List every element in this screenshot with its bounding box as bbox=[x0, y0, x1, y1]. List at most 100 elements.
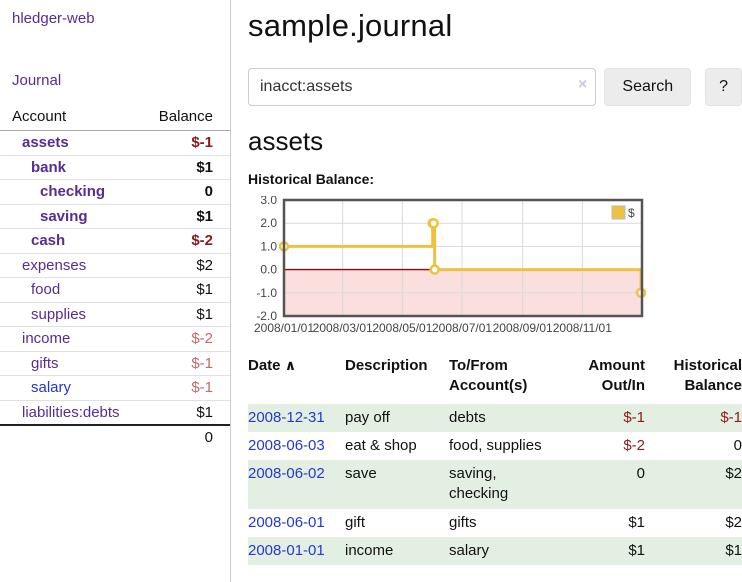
account-balance: 0 bbox=[204, 183, 213, 201]
account-link[interactable]: saving bbox=[40, 207, 88, 225]
account-link[interactable]: cash bbox=[31, 232, 66, 250]
sort-ascending-icon: ∧ bbox=[284, 357, 297, 373]
account-balance: $-1 bbox=[191, 379, 213, 397]
search-input[interactable] bbox=[248, 68, 597, 106]
x-axis-label: 2008/07/01 bbox=[432, 321, 492, 335]
x-axis-label: 2008/01/01 bbox=[254, 321, 314, 335]
account-link[interactable]: liabilities:debts bbox=[22, 403, 120, 421]
main-content: sample.journal × Search ? assets Histori… bbox=[231, 0, 742, 582]
amount-cell: $1 bbox=[557, 536, 645, 565]
account-row: food $1 bbox=[0, 278, 230, 303]
x-axis-label: 2008/03/01 bbox=[313, 321, 373, 335]
balance-cell: $1 bbox=[645, 536, 742, 565]
account-balance: $-1 bbox=[191, 134, 213, 152]
data-point bbox=[429, 264, 440, 275]
amount-cell: $-1 bbox=[557, 403, 645, 432]
balance-cell: $2 bbox=[645, 460, 742, 509]
account-link[interactable]: gifts bbox=[31, 354, 59, 372]
accounts-total-row: 0 bbox=[0, 424, 230, 446]
account-link[interactable]: checking bbox=[40, 183, 106, 201]
page-title: sample.journal bbox=[248, 8, 453, 43]
balance-cell: $-1 bbox=[645, 403, 742, 432]
accounts-rows: assets $-1 bank $1 checking 0 saving $1 cash $-2 e… bbox=[0, 131, 230, 425]
column-header-balance: Historical Balance bbox=[673, 357, 742, 395]
accounts-cell: food, supplies bbox=[449, 436, 542, 454]
account-row: supplies $1 bbox=[0, 303, 230, 327]
clear-search-icon[interactable]: × bbox=[578, 76, 588, 93]
account-row: expenses $2 bbox=[0, 254, 230, 278]
search-button[interactable]: Search bbox=[604, 68, 692, 106]
y-axis-label: 3.0 bbox=[260, 196, 277, 207]
balance-cell: 0 bbox=[733, 436, 742, 454]
account-row: saving $1 bbox=[0, 205, 230, 229]
column-header-accounts: To/From Account(s) bbox=[449, 357, 528, 395]
account-balance: $1 bbox=[196, 305, 213, 323]
y-axis-label: -1.0 bbox=[256, 286, 277, 300]
account-balance: $1 bbox=[196, 281, 213, 299]
transaction-date-link[interactable]: 2008-06-03 bbox=[248, 436, 325, 454]
legend-swatch bbox=[611, 205, 626, 220]
account-link[interactable]: income bbox=[22, 330, 71, 348]
sidebar: hledger-web Journal Account Balance asse… bbox=[0, 0, 231, 582]
register-row[interactable]: 2008-01-01 income salary $1 $1 bbox=[248, 536, 742, 565]
help-button[interactable]: ? bbox=[705, 68, 742, 106]
account-link[interactable]: supplies bbox=[31, 305, 87, 323]
x-axis-label: 2008/11/01 bbox=[553, 321, 612, 335]
register-table: Date ∧ Description To/From Account(s) Am… bbox=[248, 354, 742, 565]
description-cell: eat & shop bbox=[345, 436, 417, 454]
data-point bbox=[428, 217, 439, 229]
date-cell: 2008-06-01 bbox=[248, 509, 345, 537]
account-link[interactable]: salary bbox=[31, 379, 72, 397]
accounts-table: Account Balance assets $-1 bank $1 checking 0… bbox=[0, 108, 230, 446]
column-header-date[interactable]: Date ∧ bbox=[248, 357, 297, 374]
transaction-date-link[interactable]: 2008-12-31 bbox=[248, 408, 325, 426]
description-cell: save bbox=[345, 460, 449, 509]
x-axis-label: 2008/09/01 bbox=[493, 321, 553, 335]
balance-cell: $2 bbox=[725, 513, 742, 531]
accounts-header-balance: Balance bbox=[158, 108, 213, 125]
transaction-date-link[interactable]: 2008-06-02 bbox=[248, 465, 325, 482]
sidebar-item-journal[interactable]: Journal bbox=[12, 72, 62, 89]
y-axis-label: 0.0 bbox=[260, 263, 277, 277]
description-cell: gift bbox=[345, 513, 366, 531]
accounts-cell: saving, checking bbox=[449, 460, 557, 509]
register-row[interactable]: 2008-06-03 eat & shop food, supplies $-2 0 bbox=[248, 432, 742, 460]
transaction-date-link[interactable]: 2008-01-01 bbox=[248, 541, 325, 559]
account-row: checking 0 bbox=[0, 180, 230, 205]
accounts-total-value: 0 bbox=[204, 429, 213, 446]
search-box: × bbox=[248, 68, 597, 106]
account-balance: $1 bbox=[196, 403, 213, 421]
account-row: bank $1 bbox=[0, 156, 230, 180]
accounts-cell: gifts bbox=[449, 513, 477, 531]
amount-cell: $1 bbox=[628, 513, 645, 531]
accounts-cell: debts bbox=[449, 403, 557, 432]
y-axis-label: 1.0 bbox=[260, 239, 277, 253]
account-link[interactable]: expenses bbox=[22, 256, 87, 274]
account-balance: $1 bbox=[196, 158, 213, 176]
account-heading: assets bbox=[248, 126, 324, 156]
date-cell: 2008-06-02 bbox=[248, 460, 345, 509]
column-header-amount: Amount Out/In bbox=[588, 357, 645, 395]
amount-cell: $-2 bbox=[623, 436, 645, 454]
account-row: cash $-2 bbox=[0, 229, 230, 254]
chart-title: Historical Balance: bbox=[248, 171, 375, 187]
account-balance: $1 bbox=[196, 207, 213, 225]
brand-link[interactable]: hledger-web bbox=[12, 10, 95, 27]
register-row[interactable]: 2008-06-02 save saving, checking 0 $2 bbox=[248, 460, 742, 509]
account-link[interactable]: assets bbox=[22, 134, 69, 152]
amount-cell: 0 bbox=[557, 460, 645, 509]
register-row[interactable]: 2008-06-01 gift gifts $1 $2 bbox=[248, 509, 742, 537]
register-row[interactable]: 2008-12-31 pay off debts $-1 $-1 bbox=[248, 403, 742, 432]
chart-border bbox=[282, 198, 644, 318]
y-axis-label: 2.0 bbox=[260, 216, 277, 230]
date-cell: 2008-01-01 bbox=[248, 536, 345, 565]
date-cell: 2008-06-03 bbox=[248, 432, 345, 460]
account-link[interactable]: food bbox=[31, 281, 61, 299]
transaction-date-link[interactable]: 2008-06-01 bbox=[248, 513, 325, 531]
account-link[interactable]: bank bbox=[31, 158, 67, 176]
accounts-header-account: Account bbox=[12, 108, 67, 125]
account-balance: $2 bbox=[196, 256, 213, 274]
account-balance: $-1 bbox=[191, 354, 213, 372]
